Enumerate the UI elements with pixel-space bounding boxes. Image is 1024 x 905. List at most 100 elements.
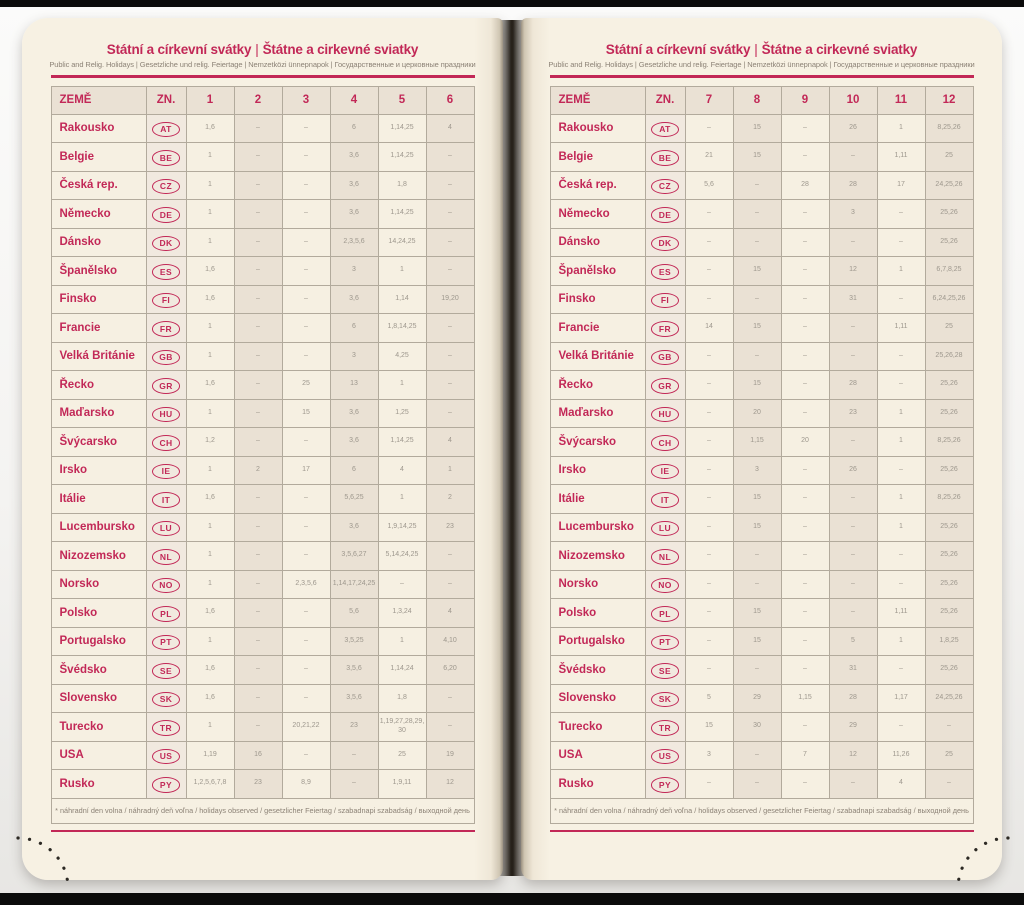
holiday-days-cell: 1, 19	[185, 740, 235, 770]
title-divider: |	[255, 42, 259, 57]
holiday-days-cell: 1	[377, 370, 427, 400]
holiday-days-cell: –	[425, 370, 475, 400]
footnote-row: * náhradní den volna / náhradný deň voľn…	[549, 797, 974, 824]
country-code-cell: GR	[145, 370, 187, 400]
holiday-days-cell: –	[281, 227, 331, 257]
holiday-days-cell: 1	[185, 341, 235, 371]
bottom-rule	[50, 829, 475, 832]
table-row: Norsko NO 1–2, 3, 5, 6 1, 14, 17, 24, 25– –	[50, 569, 475, 599]
holiday-days-cell: 1	[876, 113, 926, 143]
country-code-badge: FR	[651, 321, 679, 337]
holiday-days-cell: –	[876, 227, 926, 257]
country-name: Polsko	[549, 598, 646, 628]
holiday-days-cell: 31	[828, 655, 878, 685]
holiday-days-cell: 20	[732, 398, 782, 428]
holiday-days-cell: 28	[828, 683, 878, 713]
holiday-days-cell: 1	[185, 512, 235, 542]
holiday-days-cell: 1, 9, 14, 25	[377, 512, 427, 542]
holiday-days-cell: –	[876, 569, 926, 599]
holiday-days-cell: 26	[828, 455, 878, 485]
country-code-cell: SK	[644, 683, 686, 713]
holiday-days-cell: 25, 26	[924, 598, 974, 628]
holiday-days-cell: 1	[377, 626, 427, 656]
country-code-badge: US	[651, 748, 679, 765]
title-czech: Státní a církevní svátky	[605, 42, 751, 57]
holiday-days-cell: 19, 20	[425, 284, 475, 314]
country-code-cell: GR	[644, 370, 686, 400]
holiday-days-cell: 6	[329, 455, 379, 485]
holiday-days-cell: –	[281, 427, 331, 457]
holiday-days-cell: –	[732, 227, 782, 257]
holiday-days-cell: 20	[780, 427, 830, 457]
country-code-cell: HU	[644, 398, 686, 428]
holiday-days-cell: –	[281, 113, 331, 143]
holiday-days-cell: 1, 6	[185, 113, 235, 143]
holiday-days-cell: 2, 3, 5, 6	[329, 227, 379, 257]
country-code-cell: US	[644, 740, 686, 770]
table-row: Švédsko SE – – –31–25, 26	[549, 655, 974, 685]
holiday-days-cell: 8, 25, 26	[924, 427, 974, 457]
holiday-days-cell: –	[732, 541, 782, 571]
country-code-cell: GB	[644, 341, 686, 371]
holiday-days-cell: –	[732, 769, 782, 799]
holiday-days-cell: 23	[425, 512, 475, 542]
country-name: Rakousko	[549, 113, 646, 143]
table-row: Belgie BE 21 15– –1, 11 25	[549, 142, 974, 172]
country-code-cell: BE	[644, 142, 686, 172]
holiday-days-cell: 3, 5, 25	[329, 626, 379, 656]
holiday-days-cell: 1	[377, 256, 427, 286]
column-header-month-12: 12	[924, 85, 974, 115]
holiday-days-cell: 21	[684, 142, 734, 172]
holiday-days-cell: –	[780, 370, 830, 400]
holiday-days-cell: 1, 2, 5, 6, 7, 8	[185, 769, 235, 799]
country-name: Belgie	[50, 142, 147, 172]
title-divider: |	[754, 42, 758, 57]
holiday-days-cell: 24, 25, 26	[924, 170, 974, 200]
country-code-badge: GR	[152, 378, 180, 394]
holiday-days-cell: –	[684, 569, 734, 599]
country-code-cell: TR	[145, 712, 187, 742]
country-code-cell: US	[145, 740, 187, 770]
table-row: Norsko NO – – – – –25, 26	[549, 569, 974, 599]
table-row: Česká rep. CZ 1– –3, 6 1, 8–	[50, 170, 475, 200]
country-code-cell: CZ	[145, 170, 187, 200]
country-code-cell: CH	[644, 427, 686, 457]
country-name: Německo	[50, 199, 147, 229]
holiday-days-cell: 29	[828, 712, 878, 742]
holiday-days-cell: –	[684, 541, 734, 571]
holiday-days-cell: 14, 24, 25	[377, 227, 427, 257]
country-code-badge: FI	[651, 292, 679, 309]
holiday-days-cell: 1, 14, 25	[377, 427, 427, 457]
holiday-days-cell: –	[281, 284, 331, 314]
holiday-days-cell: 17	[876, 170, 926, 200]
holiday-days-cell: –	[780, 313, 830, 343]
holiday-days-cell: 1	[876, 398, 926, 428]
table-row: Itálie IT 1, 6– –5, 6, 25 1 2	[50, 484, 475, 514]
table-row: Belgie BE 1– –3, 6 1, 14, 25–	[50, 142, 475, 172]
holiday-days-cell: –	[233, 541, 283, 571]
holiday-days-cell: 3, 6	[329, 199, 379, 229]
holiday-days-cell: –	[780, 455, 830, 485]
table-row: Rakousko AT –15–26 1 8, 25, 26	[549, 113, 974, 143]
holiday-days-cell: –	[233, 398, 283, 428]
table-row: Francie FR 1– –6 1, 8, 14, 25–	[50, 313, 475, 343]
holiday-days-cell: –	[780, 142, 830, 172]
holiday-days-cell: –	[281, 598, 331, 628]
title-czech: Státní a církevní svátky	[106, 42, 252, 57]
holiday-days-cell: –	[684, 370, 734, 400]
footnote: * náhradní den volna / náhradný deň voľn…	[50, 797, 475, 824]
holiday-days-cell: 5, 6	[329, 598, 379, 628]
country-name: USA	[549, 740, 646, 770]
holiday-days-cell: –	[425, 313, 475, 343]
country-name: Francie	[50, 313, 147, 343]
holiday-days-cell: 1	[876, 626, 926, 656]
country-code-cell: IE	[644, 455, 686, 485]
country-code-cell: FI	[145, 284, 187, 314]
country-name: Polsko	[50, 598, 147, 628]
title-slovak: Štátne a cirkevné sviatky	[761, 42, 918, 57]
holiday-days-cell: –	[281, 655, 331, 685]
country-code-cell: NL	[145, 541, 187, 571]
holiday-days-cell: 23	[329, 712, 379, 742]
holiday-days-cell: –	[732, 341, 782, 371]
country-code-badge: TR	[651, 720, 679, 736]
